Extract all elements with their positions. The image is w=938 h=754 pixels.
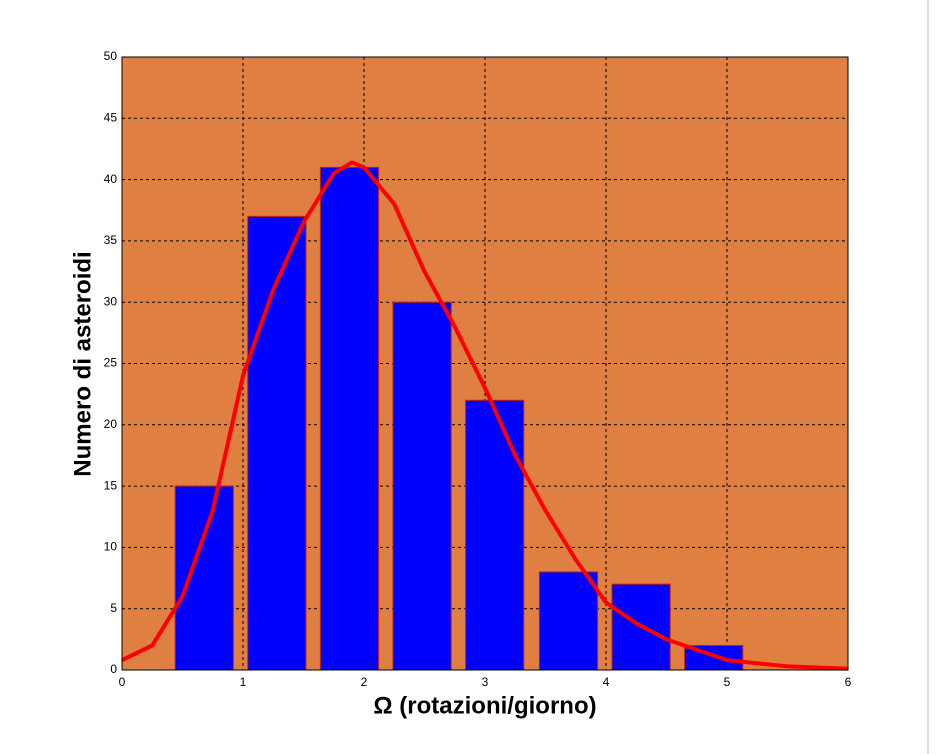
y-tick-label: 15: [104, 478, 118, 492]
x-tick-label: 0: [119, 675, 126, 689]
x-tick-label: 3: [482, 675, 489, 689]
y-tick-label: 0: [110, 662, 117, 676]
x-axis-title: Ω (rotazioni/giorno): [373, 692, 596, 719]
x-tick-label: 6: [845, 675, 852, 689]
bar: [174, 485, 234, 671]
bar: [392, 301, 452, 671]
y-tick-label: 35: [104, 233, 118, 247]
y-tick-label: 20: [104, 417, 118, 431]
y-tick-label: 40: [104, 172, 118, 186]
y-tick-label: 25: [104, 356, 118, 370]
bar: [247, 215, 307, 671]
x-tick-label: 5: [724, 675, 731, 689]
bar: [465, 399, 525, 671]
y-tick-label: 5: [110, 601, 117, 615]
x-tick-label: 2: [361, 675, 368, 689]
x-tick-label: 4: [603, 675, 610, 689]
bar: [319, 166, 380, 671]
y-tick-label: 30: [104, 294, 118, 308]
x-tick-label: 1: [240, 675, 247, 689]
fit-curve: [121, 160, 849, 671]
y-tick-label: 45: [104, 110, 118, 124]
y-tick-label: 10: [104, 540, 118, 554]
y-tick-label: 50: [104, 49, 118, 63]
y-axis-title: Numero di asteroidi: [69, 251, 96, 476]
bar: [538, 571, 599, 671]
plot-frame: [121, 56, 849, 671]
